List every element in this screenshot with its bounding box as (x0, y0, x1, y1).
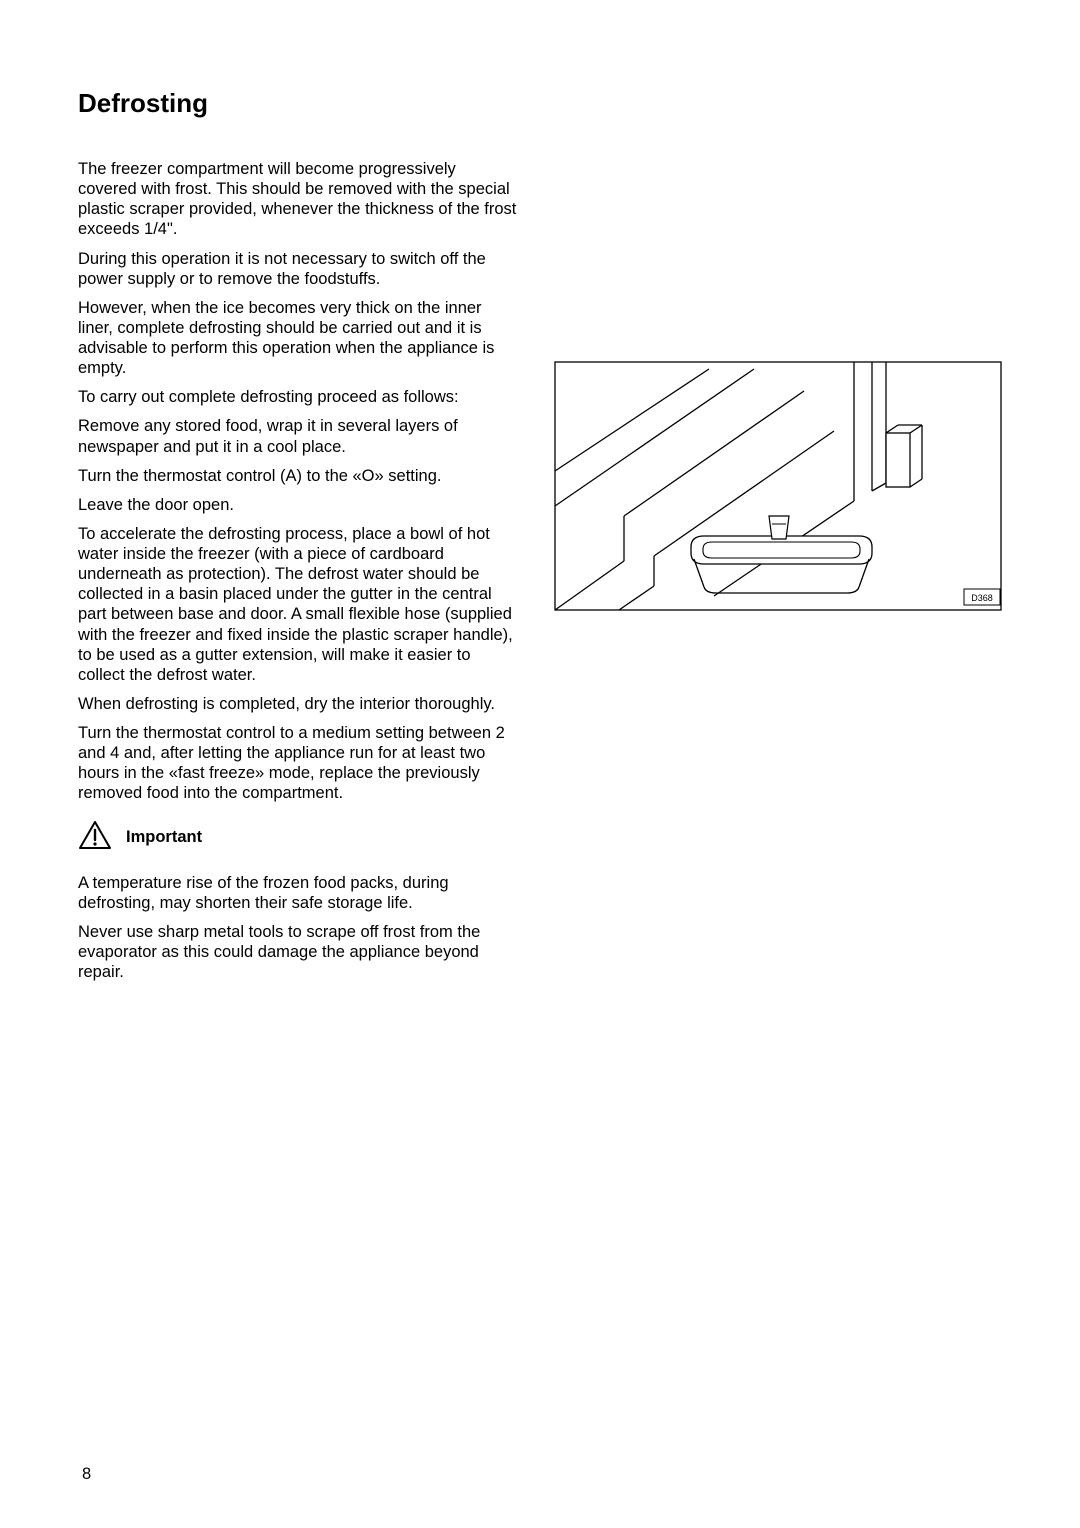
paragraph: To accelerate the defrosting process, pl… (78, 524, 518, 685)
diagram-label-text: D368 (971, 593, 993, 603)
paragraph: The freezer compartment will become prog… (78, 159, 518, 240)
warning-icon (78, 820, 112, 855)
important-heading-row: Important (78, 820, 518, 855)
content-row: The freezer compartment will become prog… (78, 159, 1002, 991)
paragraph: Leave the door open. (78, 495, 518, 515)
diagram-column: D368 (554, 159, 1002, 991)
paragraph: When defrosting is completed, dry the in… (78, 694, 518, 714)
freezer-diagram: D368 (554, 361, 1002, 616)
paragraph: Remove any stored food, wrap it in sever… (78, 416, 518, 456)
page-number: 8 (82, 1465, 91, 1484)
text-column: The freezer compartment will become prog… (78, 159, 518, 991)
important-label: Important (126, 827, 202, 847)
paragraph: However, when the ice becomes very thick… (78, 298, 518, 379)
paragraph: To carry out complete defrosting proceed… (78, 387, 518, 407)
paragraph: Turn the thermostat control to a medium … (78, 723, 518, 804)
paragraph: Turn the thermostat control (A) to the «… (78, 466, 518, 486)
important-paragraph: Never use sharp metal tools to scrape of… (78, 922, 518, 982)
page-title: Defrosting (78, 88, 1002, 119)
important-paragraph: A temperature rise of the frozen food pa… (78, 873, 518, 913)
paragraph: During this operation it is not necessar… (78, 249, 518, 289)
